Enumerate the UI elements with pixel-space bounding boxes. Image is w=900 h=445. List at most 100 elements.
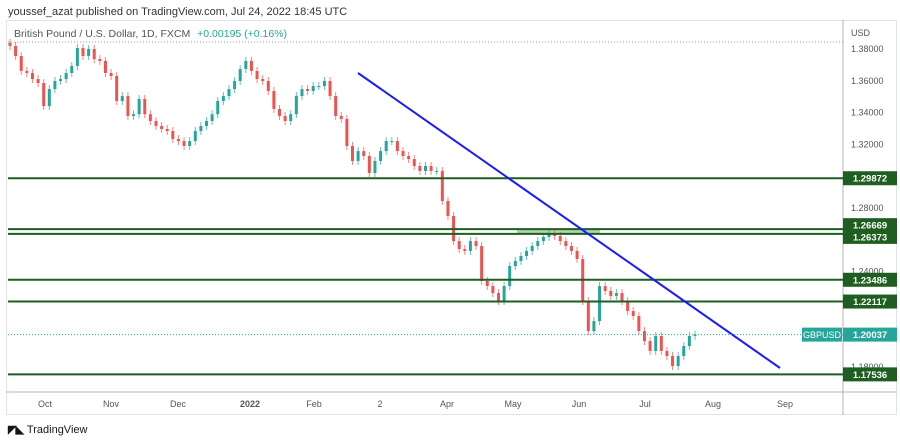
candle bbox=[249, 56, 253, 75]
candle bbox=[238, 65, 242, 85]
last-price-label: 1.20037 bbox=[853, 330, 887, 341]
x-tick-label: 2 bbox=[377, 399, 382, 409]
candle-body bbox=[266, 80, 270, 91]
candle bbox=[87, 45, 91, 60]
candle-body bbox=[547, 232, 551, 237]
candle bbox=[278, 104, 282, 120]
tradingview-logo-icon: ◤◣ bbox=[8, 424, 24, 436]
candle bbox=[513, 256, 517, 271]
candle-body bbox=[205, 121, 209, 126]
candle bbox=[70, 62, 74, 77]
x-tick-label: Jul bbox=[639, 399, 651, 409]
candle bbox=[272, 87, 276, 113]
candle-body bbox=[137, 98, 141, 115]
candle bbox=[598, 282, 602, 326]
candle bbox=[311, 82, 315, 95]
candle-body bbox=[19, 55, 23, 71]
candle-body bbox=[609, 290, 613, 296]
candle-body bbox=[491, 286, 495, 294]
candle bbox=[665, 346, 669, 361]
candle-body bbox=[435, 170, 439, 172]
candle bbox=[423, 162, 427, 175]
candle-body bbox=[278, 108, 282, 116]
chart-legend: British Pound / U.S. Dollar, 1D, FXCM +0… bbox=[14, 28, 287, 40]
candle-body bbox=[558, 235, 562, 242]
candle-body bbox=[14, 45, 18, 56]
candle bbox=[659, 332, 663, 355]
candle bbox=[345, 114, 349, 150]
candle bbox=[59, 75, 63, 85]
candle bbox=[176, 135, 180, 146]
x-tick-label: Aug bbox=[705, 399, 721, 409]
symbol-tag-label: GBPUSD bbox=[803, 330, 842, 340]
candle-body bbox=[244, 60, 248, 70]
candle bbox=[216, 97, 220, 119]
candle bbox=[171, 127, 175, 143]
candle bbox=[98, 55, 102, 65]
candle bbox=[446, 197, 450, 220]
candle bbox=[328, 76, 332, 101]
candle bbox=[541, 232, 545, 246]
y-tick-label: 1.24000 bbox=[851, 267, 884, 277]
candle-body bbox=[598, 286, 602, 322]
candle bbox=[132, 110, 136, 120]
candle bbox=[418, 162, 422, 175]
candle bbox=[115, 72, 119, 105]
candle-body bbox=[356, 151, 360, 161]
candle-body bbox=[440, 170, 444, 202]
candle bbox=[221, 92, 225, 105]
candle bbox=[390, 137, 394, 146]
candle bbox=[25, 66, 29, 77]
candle-body bbox=[25, 70, 29, 74]
last-price-tag bbox=[843, 327, 897, 342]
y-tick-label: 1.28000 bbox=[851, 203, 884, 213]
candle bbox=[519, 252, 523, 265]
candle-body bbox=[693, 334, 697, 336]
candle-body bbox=[362, 151, 366, 157]
candle bbox=[109, 69, 113, 81]
candle bbox=[339, 111, 343, 123]
candle-body bbox=[255, 70, 259, 80]
candle bbox=[480, 242, 484, 285]
x-tick-label: Jun bbox=[572, 399, 587, 409]
candle-body bbox=[586, 301, 590, 332]
candle-body bbox=[463, 249, 467, 251]
x-tick-label: Feb bbox=[306, 399, 322, 409]
candle-body bbox=[525, 250, 529, 257]
currency-label: USD bbox=[851, 28, 871, 38]
candle bbox=[322, 76, 326, 91]
candle bbox=[654, 332, 658, 355]
level-price-tag bbox=[843, 272, 897, 287]
candle-body bbox=[665, 350, 669, 357]
candle-body bbox=[339, 115, 343, 119]
candle bbox=[334, 92, 338, 120]
candle-body bbox=[272, 90, 276, 109]
candle-body bbox=[345, 118, 349, 146]
candle-body bbox=[474, 241, 478, 247]
candle-body bbox=[53, 80, 57, 90]
candle bbox=[682, 342, 686, 361]
candle bbox=[306, 85, 310, 95]
candle bbox=[586, 297, 590, 336]
candle-body bbox=[210, 114, 214, 122]
symbol-tag bbox=[802, 327, 842, 342]
candle-body bbox=[687, 335, 691, 347]
candle bbox=[626, 297, 630, 316]
candle bbox=[289, 110, 293, 126]
candle bbox=[143, 94, 147, 119]
candle bbox=[401, 147, 405, 160]
candle bbox=[317, 82, 321, 91]
candle-body bbox=[70, 66, 74, 74]
candle-body bbox=[519, 256, 523, 261]
candle-body bbox=[306, 89, 310, 91]
candle bbox=[120, 92, 124, 105]
candle bbox=[564, 237, 568, 250]
candle bbox=[631, 307, 635, 320]
level-price-label: 1.17536 bbox=[853, 370, 887, 381]
candle bbox=[92, 45, 96, 63]
candle bbox=[14, 42, 18, 60]
candle-body bbox=[154, 121, 158, 126]
candle-body bbox=[42, 83, 46, 107]
candle-body bbox=[334, 96, 338, 116]
